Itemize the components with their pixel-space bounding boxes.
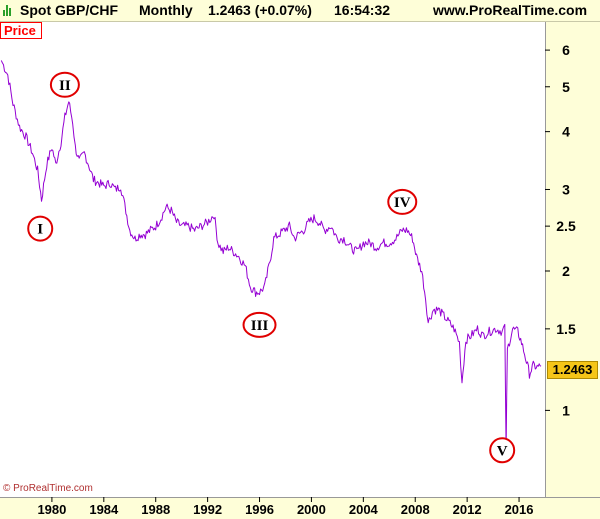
wave-label-ii: II [59,78,71,94]
wave-label-iii: III [251,318,269,334]
y-tick-label: 5 [562,79,570,95]
x-tick-label: 2000 [297,502,326,517]
x-tick-label: 2008 [401,502,430,517]
wave-label-v: V [497,443,508,459]
x-tick-label: 1984 [89,502,119,517]
quote-label: 1.2463 (+0.07%) [208,2,312,18]
copyright-label: © ProRealTime.com [3,483,93,494]
bar-chart-icon [3,5,12,16]
x-tick-label: 1980 [37,502,66,517]
x-tick-label: 1992 [193,502,222,517]
wave-label-i: I [37,222,43,238]
x-tick-label: 1988 [141,502,170,517]
site-label[interactable]: www.ProRealTime.com [433,2,588,18]
wave-label-circle [387,188,418,215]
wave-label-circle [489,437,516,464]
y-tick-label: 6 [562,42,570,58]
x-tick-label: 2012 [453,502,482,517]
y-tick-label: 1 [562,402,570,418]
x-tick-label: 2016 [505,502,534,517]
wave-label-circle [27,215,54,242]
price-panel-label: Price [0,22,42,39]
y-axis-panel [545,22,600,497]
y-tick-label: 2 [562,263,570,279]
x-axis-panel [0,497,600,519]
price-series-line [0,60,542,453]
wave-label-circle [49,71,80,98]
x-tick-label: 2004 [349,502,379,517]
x-tick-label: 1996 [245,502,274,517]
y-tick-label: 1.5 [556,321,576,337]
chart-header: Spot GBP/CHF Monthly 1.2463 (+0.07%) 16:… [0,0,600,22]
wave-label-circle [242,311,277,338]
y-tick-label: 4 [562,124,570,140]
y-tick-label: 3 [562,181,570,197]
y-tick-label: 2.5 [556,218,576,234]
symbol-title: Spot GBP/CHF [20,2,118,18]
period-label: Monthly [139,2,193,18]
wave-label-iv: IV [394,195,411,211]
last-price-badge: 1.2463 [547,361,598,379]
time-label: 16:54:32 [334,2,391,18]
